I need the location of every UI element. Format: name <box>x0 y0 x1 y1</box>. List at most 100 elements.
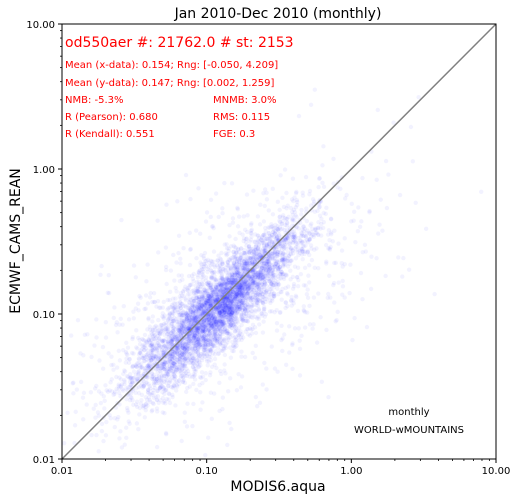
data-point <box>176 233 182 239</box>
data-point <box>143 404 149 410</box>
data-point <box>176 352 181 357</box>
data-point <box>210 316 215 321</box>
data-point <box>344 192 349 198</box>
data-point <box>185 287 190 293</box>
data-point <box>269 239 275 245</box>
data-point <box>273 259 279 264</box>
data-point <box>195 327 201 332</box>
data-point <box>182 342 187 347</box>
data-point <box>205 306 211 312</box>
data-point <box>260 300 265 306</box>
data-point <box>266 267 271 273</box>
data-point <box>294 214 299 220</box>
data-point <box>207 340 213 345</box>
data-point <box>224 298 229 304</box>
data-point <box>267 267 273 272</box>
data-point <box>153 354 158 360</box>
data-point <box>106 272 111 278</box>
data-point <box>281 250 286 255</box>
data-point <box>159 348 165 353</box>
data-point <box>182 346 187 351</box>
data-point <box>246 247 251 252</box>
data-point <box>217 325 223 330</box>
data-point <box>194 295 199 300</box>
data-point <box>219 290 225 295</box>
data-point <box>397 192 403 198</box>
data-point <box>242 293 247 299</box>
data-point <box>175 355 180 360</box>
data-point <box>193 343 199 348</box>
data-point <box>166 391 172 396</box>
data-point <box>259 282 264 288</box>
data-point <box>217 333 223 338</box>
data-point <box>209 364 215 370</box>
data-point <box>138 365 143 370</box>
data-point <box>171 329 176 334</box>
data-point <box>383 158 389 164</box>
data-point <box>136 426 141 432</box>
data-point <box>135 376 140 382</box>
data-point <box>138 401 144 406</box>
data-point <box>231 343 236 349</box>
data-point <box>145 363 150 369</box>
data-point <box>235 224 241 229</box>
data-point <box>191 310 196 316</box>
data-point <box>188 322 194 327</box>
data-point <box>159 374 164 379</box>
data-point <box>216 300 221 306</box>
data-point <box>297 346 303 351</box>
data-point <box>228 322 234 327</box>
data-point <box>221 277 226 282</box>
data-point <box>173 305 178 310</box>
data-point <box>263 248 268 253</box>
data-point <box>194 304 200 310</box>
data-point <box>211 286 217 292</box>
data-point <box>124 373 130 379</box>
data-point <box>162 388 167 393</box>
data-point <box>181 363 186 368</box>
data-point <box>191 360 196 366</box>
data-point <box>185 308 191 313</box>
data-point <box>256 272 261 278</box>
data-point <box>175 305 180 310</box>
data-point <box>269 239 275 244</box>
data-point <box>222 352 228 358</box>
data-point <box>258 202 263 207</box>
data-point <box>284 223 290 228</box>
data-point <box>214 316 220 322</box>
data-point <box>220 322 225 327</box>
data-point <box>186 336 191 341</box>
data-point <box>170 357 175 362</box>
data-point <box>278 269 284 274</box>
data-point <box>187 318 192 323</box>
data-point <box>268 251 274 256</box>
data-point <box>247 246 252 252</box>
data-point <box>97 358 102 363</box>
data-point <box>127 421 132 426</box>
data-point <box>100 344 106 350</box>
data-point <box>233 293 238 299</box>
data-point <box>321 144 326 149</box>
data-point <box>197 353 203 359</box>
data-point <box>357 224 363 230</box>
data-point <box>229 312 235 318</box>
data-point <box>191 316 196 321</box>
data-point <box>276 232 282 237</box>
data-point <box>221 290 226 295</box>
data-point <box>335 309 340 315</box>
data-point <box>184 314 189 320</box>
data-point <box>255 270 260 275</box>
data-point <box>225 260 231 266</box>
data-point <box>169 338 174 344</box>
data-point <box>231 319 236 324</box>
data-point <box>228 300 234 306</box>
data-point <box>142 306 147 312</box>
data-point <box>116 386 121 392</box>
data-point <box>228 279 234 285</box>
data-point <box>191 372 196 377</box>
data-point <box>335 185 340 190</box>
data-point <box>245 267 250 272</box>
data-point <box>137 341 143 347</box>
data-point <box>210 309 215 315</box>
data-point <box>176 348 181 353</box>
